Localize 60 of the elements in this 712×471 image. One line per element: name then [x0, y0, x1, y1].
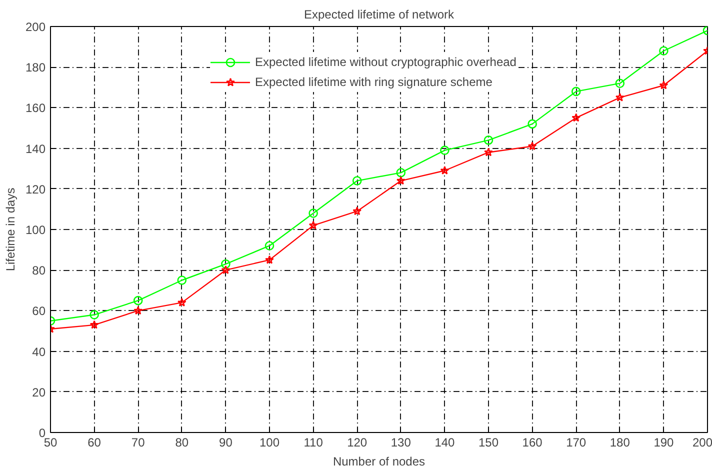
y-tick-label: 80	[32, 264, 46, 278]
point	[396, 176, 406, 185]
x-tick-label: 170	[566, 436, 586, 450]
point	[308, 208, 318, 218]
y-tick-label: 40	[32, 344, 46, 359]
x-tick-label: 80	[175, 436, 189, 450]
point	[221, 259, 230, 269]
x-tick-label: 140	[434, 436, 456, 450]
point	[90, 310, 99, 320]
y-tick-label: 100	[25, 223, 46, 237]
y-tick-label: 140	[25, 142, 46, 156]
point	[134, 306, 143, 315]
x-tick-label: 70	[131, 436, 146, 450]
point	[352, 206, 362, 216]
x-tick-label: 130	[390, 436, 412, 450]
point	[133, 296, 143, 306]
x-tick-label: 160	[522, 436, 543, 450]
point	[484, 148, 493, 156]
x-tick-label: 190	[654, 436, 674, 450]
point	[177, 298, 186, 306]
x-axis-title: Number of nodes	[332, 454, 426, 468]
y-axis-title: Lifetime in days	[3, 188, 18, 272]
legend-label: Expected lifetime without cryptographic overhead	[255, 55, 516, 69]
chart-title: Expected lifetime of network	[304, 8, 456, 22]
y-tick-label: 180	[25, 60, 46, 75]
x-tick-label: 60	[88, 436, 102, 450]
point	[484, 136, 494, 145]
x-tick-label: 150	[478, 436, 499, 450]
point	[572, 113, 581, 122]
point	[352, 176, 362, 186]
x-tick-label: 120	[347, 436, 368, 450]
point	[440, 166, 450, 175]
point	[440, 146, 450, 155]
y-tick-label: 0	[38, 426, 46, 440]
x-tick-label: 50	[44, 436, 58, 450]
point	[221, 265, 230, 274]
legend-label: Expected lifetime with ring signature scheme	[255, 75, 492, 89]
point	[177, 276, 187, 285]
point	[396, 168, 406, 178]
point	[615, 92, 624, 102]
x-tick-label: 180	[610, 436, 630, 450]
y-tick-label: 60	[32, 304, 46, 318]
x-tick-label: 100	[259, 436, 280, 450]
point	[528, 142, 537, 150]
x-tick-label: 110	[304, 436, 324, 450]
y-tick-label: 120	[25, 182, 46, 196]
point	[90, 320, 99, 329]
x-tick-label: 200	[692, 436, 712, 450]
y-tick-label: 20	[32, 385, 46, 400]
y-tick-label: 160	[25, 101, 46, 116]
point	[659, 80, 668, 90]
point	[571, 86, 581, 96]
point	[308, 220, 318, 230]
point	[659, 46, 668, 56]
x-tick-label: 90	[219, 436, 233, 450]
point	[615, 78, 625, 88]
point	[528, 119, 537, 129]
y-tick-label: 200	[25, 20, 46, 34]
point	[265, 255, 274, 264]
point	[264, 241, 274, 250]
